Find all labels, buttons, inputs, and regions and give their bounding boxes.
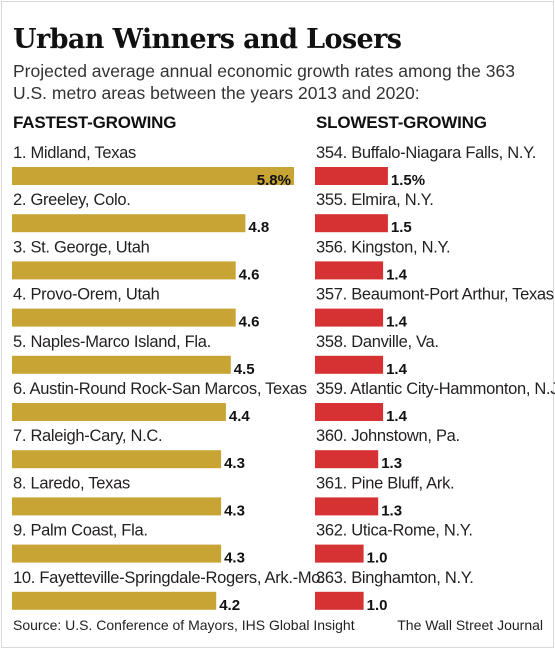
slowest-row-label: 362. Utica-Rome, N.Y.: [316, 522, 473, 540]
slowest-growing-heading: SLOWEST-GROWING: [316, 113, 487, 132]
fastest-row-label: 3. St. George, Utah: [13, 238, 150, 256]
publisher-credit: The Wall Street Journal: [397, 617, 543, 633]
slowest-bar: [315, 403, 384, 421]
slowest-value-label: 1.4: [386, 266, 408, 283]
slowest-value-label: 1.0: [367, 597, 388, 614]
fastest-bar: [12, 544, 222, 563]
slowest-row-label: 360. Johnstown, Pa.: [316, 427, 460, 445]
slowest-value-label: 1.5: [391, 219, 412, 236]
fastest-bar: [12, 497, 222, 516]
fastest-row-label: 9. Palm Coast, Fla.: [13, 522, 148, 540]
fastest-bar: [12, 355, 231, 374]
chart-title: Urban Winners and Losers: [13, 24, 402, 55]
slowest-value-label: 1.5%: [391, 172, 425, 189]
fastest-value-label: 4.4: [229, 408, 251, 425]
chart-subtitle: Projected average annual economic growth…: [13, 61, 515, 103]
slowest-row-label: 355. Elmira, N.Y.: [316, 191, 433, 209]
fastest-row-label: 2. Greeley, Colo.: [13, 191, 130, 209]
fastest-value-label: 4.3: [224, 550, 245, 567]
slowest-bar: [315, 450, 379, 469]
fastest-bar: [12, 450, 222, 469]
fastest-bar: [12, 591, 217, 610]
slowest-row-label: 361. Pine Bluff, Ark.: [316, 474, 454, 492]
slowest-row-label: 356. Kingston, N.Y.: [316, 238, 450, 256]
slowest-value-label: 1.4: [386, 314, 408, 331]
slowest-row-label: 354. Buffalo-Niagara Falls, N.Y.: [316, 144, 536, 162]
slowest-value-label: 1.3: [381, 502, 402, 519]
fastest-growing-heading: FASTEST-GROWING: [13, 113, 177, 132]
slowest-value-label: 1.0: [367, 550, 388, 567]
slowest-bar: [315, 261, 384, 280]
fastest-value-label: 4.3: [224, 502, 245, 519]
fastest-row-label: 6. Austin-Round Rock-San Marcos, Texas: [13, 380, 307, 398]
slowest-bar: [315, 167, 388, 185]
slowest-bar: [315, 355, 384, 374]
slowest-row-label: 357. Beaumont-Port Arthur, Texas: [316, 286, 554, 304]
slowest-value-label: 1.3: [381, 455, 402, 472]
fastest-value-label: 4.6: [239, 266, 260, 283]
fastest-value-label: 4.5: [234, 361, 255, 378]
fastest-value-label: 4.2: [219, 597, 240, 614]
slowest-row-label: 359. Atlantic City-Hammonton, N.J.: [316, 380, 555, 398]
slowest-bar: [315, 497, 379, 516]
slowest-value-label: 1.4: [386, 408, 408, 425]
fastest-value-label: 4.3: [224, 455, 245, 472]
fastest-bar: [12, 403, 226, 421]
fastest-value-label: 5.8%: [257, 172, 291, 189]
fastest-value-label: 4.8: [248, 219, 269, 236]
fastest-bar: [12, 308, 236, 327]
fastest-row-label: 1. Midland, Texas: [13, 144, 136, 162]
fastest-bar: [12, 167, 294, 185]
slowest-bar: [315, 308, 384, 327]
fastest-row-label: 5. Naples-Marco Island, Fla.: [13, 333, 211, 351]
fastest-row-label: 10. Fayetteville-Springdale-Rogers, Ark.…: [13, 569, 324, 587]
fastest-bar: [12, 261, 236, 280]
slowest-row-label: 358. Danville, Va.: [316, 333, 439, 351]
slowest-row-label: 363. Binghamton, N.Y.: [316, 569, 474, 587]
slowest-bar: [315, 544, 364, 563]
source-note: Source: U.S. Conference of Mayors, IHS G…: [13, 617, 355, 633]
fastest-bar: [12, 214, 246, 233]
fastest-row-label: 4. Provo-Orem, Utah: [13, 286, 160, 304]
fastest-row-label: 8. Laredo, Texas: [13, 474, 130, 492]
fastest-value-label: 4.6: [239, 314, 260, 331]
slowest-bar: [315, 591, 364, 610]
slowest-value-label: 1.4: [386, 361, 408, 378]
fastest-row-label: 7. Raleigh-Cary, N.C.: [13, 427, 162, 445]
slowest-bar: [315, 214, 388, 233]
